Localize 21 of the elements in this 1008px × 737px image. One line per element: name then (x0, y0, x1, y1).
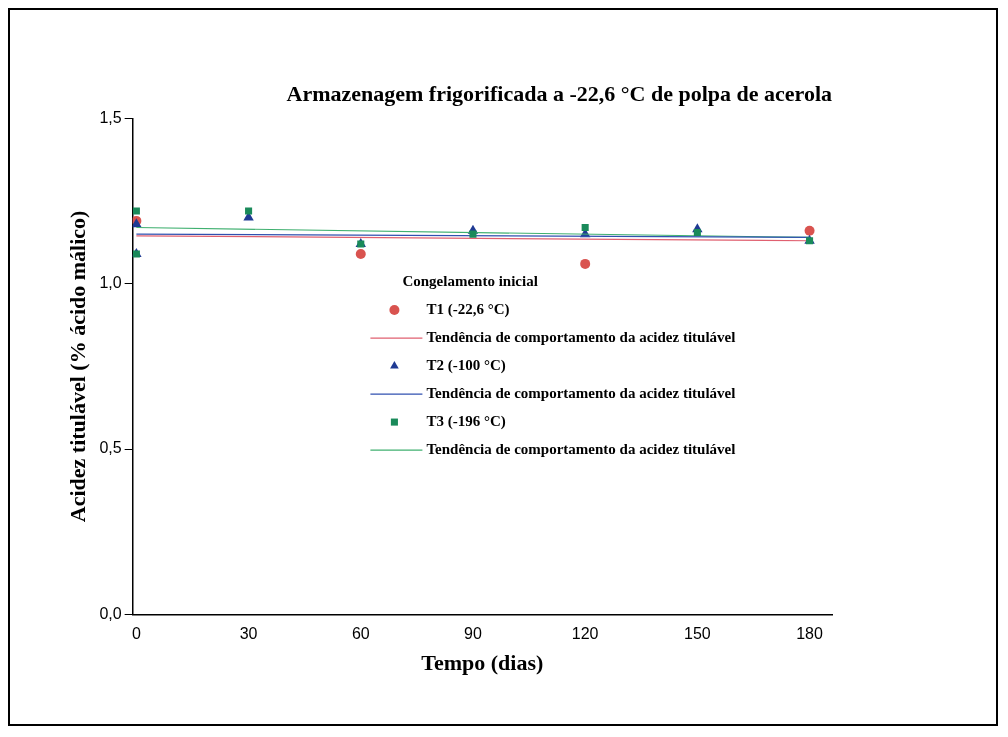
x-tick-label: 120 (571, 625, 599, 643)
legend-label: Tendência de comportamento da acidez titulável (426, 328, 736, 345)
legend-label: Tendência de comportamento da acidez titulável (426, 440, 736, 457)
legend-label: T3 (-196 °C) (426, 412, 506, 430)
y-tick-label: 0,0 (99, 604, 122, 622)
x-tick-label: 150 (684, 625, 711, 643)
legend-label: Tendência de comportamento da acidez titulável (426, 384, 736, 401)
x-tick-label: 30 (239, 625, 258, 643)
x-axis-title: Tempo (dias) (421, 650, 544, 676)
x-tick-label: 180 (796, 625, 824, 643)
y-tick-label: 0,5 (99, 439, 122, 457)
x-tick-label: 90 (464, 625, 482, 643)
y-tick-label: 1,0 (99, 274, 122, 292)
legend-label: T1 (-22,6 °C) (426, 300, 510, 318)
legend-label: T2 (-100 °C) (426, 356, 506, 374)
legend-title: Congelamento inicial (402, 272, 538, 289)
x-tick-label: 0 (131, 625, 141, 643)
y-tick-label: 1,5 (99, 108, 122, 126)
y-axis-title: Acidez titulável (% ácido málico) (64, 210, 90, 523)
chart-title: Armazenagem frigorificada a -22,6 °C de polpa de acerola (286, 80, 832, 106)
x-tick-label: 60 (351, 625, 370, 643)
